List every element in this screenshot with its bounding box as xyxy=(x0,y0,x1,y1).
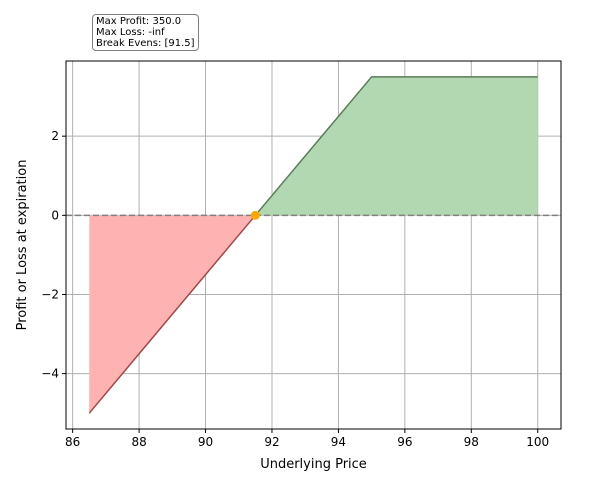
max-loss-text: Max Loss: -inf xyxy=(96,27,165,38)
x-tick-label: 92 xyxy=(264,435,279,449)
y-tick-label: 0 xyxy=(51,208,59,222)
x-tick-label: 100 xyxy=(526,435,549,449)
x-tick-label: 94 xyxy=(331,435,346,449)
x-tick-label: 88 xyxy=(131,435,146,449)
strategy-summary-box: Max Profit: 350.0 Max Loss: -inf Break E… xyxy=(92,14,199,51)
x-tick-label: 96 xyxy=(397,435,412,449)
break-evens-text: Break Evens: [91.5] xyxy=(96,38,195,49)
axis-ticks: 86 88 90 92 94 96 98 100 −4 −2 0 2 xyxy=(41,129,549,449)
profit-loss-areas xyxy=(89,76,538,414)
loss-line xyxy=(88,214,256,414)
y-tick-label: −4 xyxy=(41,367,59,381)
x-tick-label: 90 xyxy=(198,435,213,449)
y-tick-label: 2 xyxy=(51,129,59,143)
payoff-lines xyxy=(66,76,561,414)
x-axis-label: Underlying Price xyxy=(260,457,367,472)
plot-frame xyxy=(65,60,562,430)
x-tick-label: 98 xyxy=(464,435,479,449)
x-tick-label: 86 xyxy=(65,435,80,449)
profit-line xyxy=(254,76,538,216)
max-profit-text: Max Profit: 350.0 xyxy=(96,16,182,27)
y-tick-label: −2 xyxy=(41,287,59,301)
break-even-point xyxy=(250,210,260,220)
y-axis-label: Profit or Loss at expiration xyxy=(15,160,30,331)
profit-area xyxy=(255,76,538,216)
break-even-markers xyxy=(250,210,260,220)
